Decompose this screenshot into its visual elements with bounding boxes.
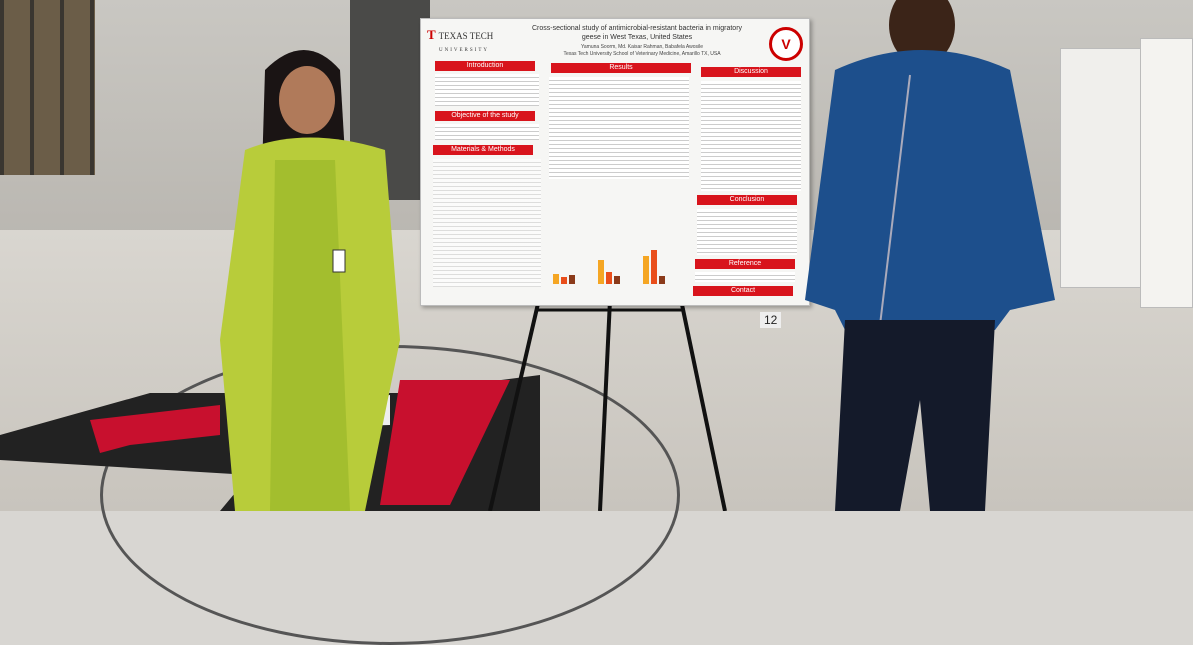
bar [561, 277, 567, 284]
section-objective: Objective of the study [435, 111, 535, 121]
bar [606, 272, 612, 284]
discussion-text [701, 81, 801, 191]
bar [614, 276, 620, 284]
display-board [1140, 38, 1193, 308]
veterinary-seal: V [769, 27, 803, 61]
bar [569, 275, 575, 284]
section-conclusion: Conclusion [697, 195, 797, 205]
window [0, 0, 95, 175]
bar [643, 256, 649, 284]
section-reference: Reference [695, 259, 795, 269]
authors: Yamuna Soorm, Md. Kaisar Rahman, Babafel… [580, 44, 704, 50]
bar [651, 250, 657, 284]
conclusion-text [697, 209, 797, 255]
affiliation: Texas Tech University School of Veterina… [563, 51, 721, 57]
reference-text [695, 272, 795, 282]
bar [659, 276, 665, 284]
poster-title: Cross-sectional study of antimicrobial-r… [517, 24, 757, 42]
institution-name: TEXAS TECH [438, 31, 494, 41]
board-number: 12 [760, 312, 782, 328]
institution-sub: UNIVERSITY [439, 48, 489, 53]
bar [553, 274, 559, 284]
results-charts [543, 184, 683, 284]
title-line: geese in West Texas, United States [581, 34, 693, 41]
display-board [1060, 48, 1145, 288]
title-line: Cross-sectional study of antimicrobial-r… [531, 25, 743, 32]
easel [488, 295, 727, 511]
results-text [549, 77, 689, 179]
person-right [805, 0, 1055, 511]
research-poster: T TEXAS TECH UNIVERSITY Cross-sectional st… [420, 18, 810, 306]
section-methods: Materials & Methods [433, 145, 533, 155]
university-logo: T TEXAS TECH UNIVERSITY [427, 27, 494, 53]
poster-authors: Yamuna Soorm, Md. Kaisar Rahman, Babafel… [537, 44, 747, 58]
section-discussion: Discussion [701, 67, 801, 77]
person-left [220, 50, 400, 511]
bar [598, 260, 604, 284]
section-introduction: Introduction [435, 61, 535, 71]
section-contact: Contact [693, 286, 793, 296]
section-results: Results [551, 63, 691, 73]
methods-diagram [433, 159, 541, 287]
introduction-text [435, 74, 539, 106]
objective-text [435, 124, 539, 140]
